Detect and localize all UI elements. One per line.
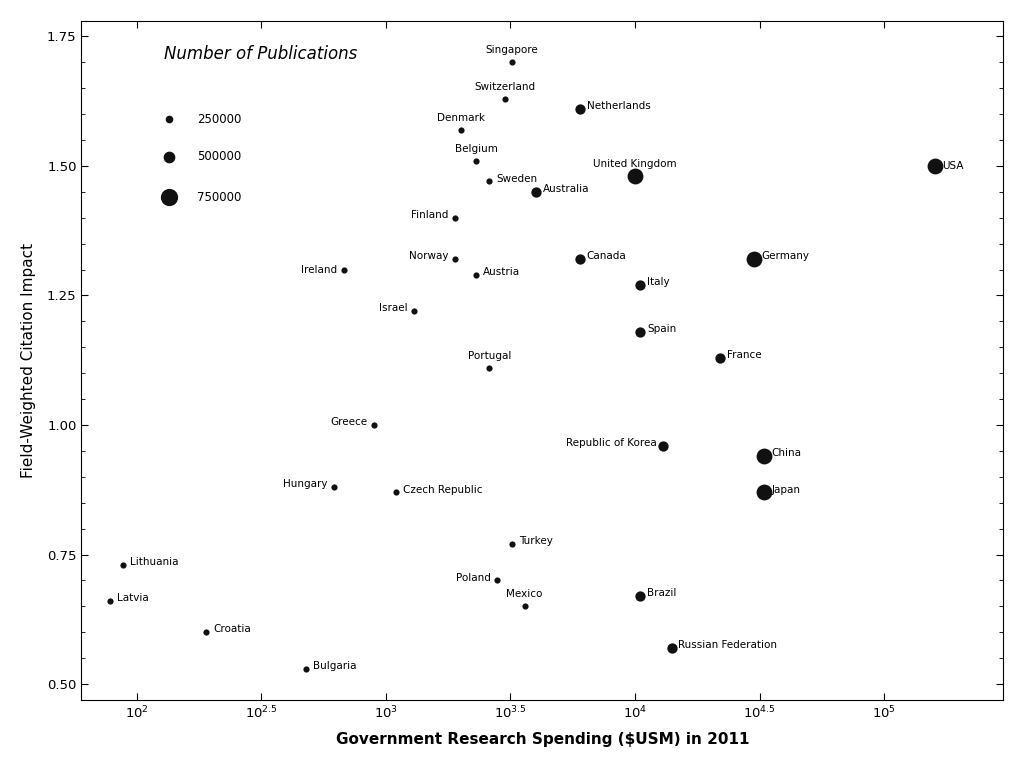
Text: Number of Publications: Number of Publications xyxy=(165,45,357,62)
Point xyxy=(527,186,544,198)
Text: Norway: Norway xyxy=(409,251,449,261)
Point xyxy=(101,595,118,607)
Point xyxy=(447,253,464,265)
Point xyxy=(198,626,214,638)
Text: Sweden: Sweden xyxy=(497,174,538,184)
Text: Singapore: Singapore xyxy=(485,45,539,55)
Point xyxy=(504,538,520,551)
Text: Austria: Austria xyxy=(483,267,520,277)
Text: Latvia: Latvia xyxy=(117,594,148,604)
Point xyxy=(571,103,588,115)
Point xyxy=(927,160,943,172)
Point xyxy=(627,170,643,183)
Y-axis label: Field-Weighted Citation Impact: Field-Weighted Citation Impact xyxy=(20,243,36,478)
Point xyxy=(468,269,484,281)
Point xyxy=(407,305,423,317)
Point xyxy=(336,263,352,276)
Text: China: China xyxy=(771,449,801,458)
Point xyxy=(571,253,588,265)
Point xyxy=(655,439,672,452)
Text: Switzerland: Switzerland xyxy=(474,81,536,91)
Point xyxy=(468,154,484,167)
Text: Belgium: Belgium xyxy=(455,144,498,154)
Point xyxy=(453,124,469,136)
Text: Croatia: Croatia xyxy=(213,624,251,634)
Point xyxy=(326,481,342,493)
Text: Denmark: Denmark xyxy=(437,113,485,123)
Point xyxy=(516,600,532,612)
Text: Finland: Finland xyxy=(411,210,449,220)
Point xyxy=(481,362,498,374)
Text: Canada: Canada xyxy=(587,251,627,261)
Point xyxy=(713,352,729,364)
Point xyxy=(367,419,383,431)
Point xyxy=(489,574,506,587)
Text: Portugal: Portugal xyxy=(468,351,511,361)
Point xyxy=(632,279,648,291)
Text: Lithuania: Lithuania xyxy=(130,557,178,567)
Text: Czech Republic: Czech Republic xyxy=(403,485,482,495)
Text: Brazil: Brazil xyxy=(647,588,677,598)
Text: Netherlands: Netherlands xyxy=(587,101,650,111)
X-axis label: Government Research Spending ($USM) in 2011: Government Research Spending ($USM) in 2… xyxy=(336,732,749,747)
Point xyxy=(481,175,498,187)
Point xyxy=(745,253,762,265)
Text: Turkey: Turkey xyxy=(519,536,553,546)
Point xyxy=(664,641,680,654)
Text: Greece: Greece xyxy=(331,417,368,427)
Text: Spain: Spain xyxy=(647,324,677,334)
Point xyxy=(388,486,404,498)
Text: 750000: 750000 xyxy=(197,190,241,204)
Text: Italy: Italy xyxy=(647,277,670,287)
Point xyxy=(447,211,464,223)
Text: 250000: 250000 xyxy=(197,113,241,126)
Text: Hungary: Hungary xyxy=(283,479,328,489)
Text: Germany: Germany xyxy=(761,251,809,261)
Text: Israel: Israel xyxy=(379,303,408,313)
Text: Ireland: Ireland xyxy=(301,264,337,274)
Text: Poland: Poland xyxy=(456,573,490,583)
Point xyxy=(504,56,520,68)
Text: Bulgaria: Bulgaria xyxy=(313,660,357,670)
Text: Japan: Japan xyxy=(771,485,800,495)
Text: Mexico: Mexico xyxy=(506,589,543,599)
Point xyxy=(632,326,648,338)
Point xyxy=(756,450,772,462)
Point xyxy=(632,590,648,602)
Text: USA: USA xyxy=(942,161,964,171)
Text: Russian Federation: Russian Federation xyxy=(679,640,777,650)
Text: Republic of Korea: Republic of Korea xyxy=(566,438,656,448)
Text: United Kingdom: United Kingdom xyxy=(593,159,677,169)
Text: 500000: 500000 xyxy=(197,150,241,163)
Text: Australia: Australia xyxy=(543,184,590,194)
Point xyxy=(756,486,772,498)
Point xyxy=(115,559,131,571)
Text: France: France xyxy=(727,350,762,360)
Point xyxy=(298,662,314,674)
Point xyxy=(497,92,513,104)
